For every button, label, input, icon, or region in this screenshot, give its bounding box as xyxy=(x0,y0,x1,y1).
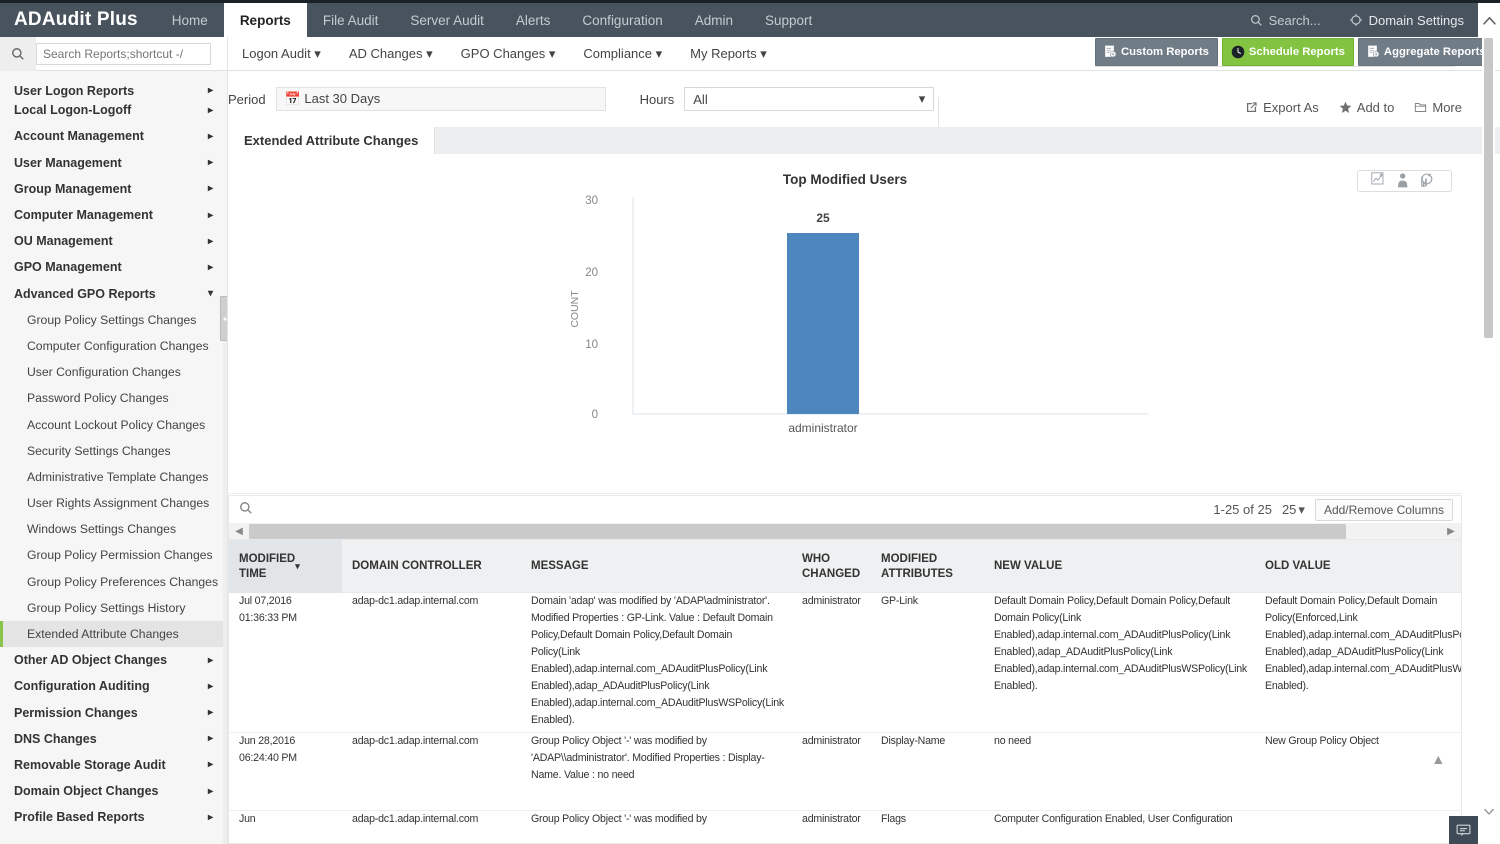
svg-text:25: 25 xyxy=(816,211,830,225)
svg-text:COUNT: COUNT xyxy=(569,290,581,328)
svg-text:administrator: administrator xyxy=(788,421,857,435)
svg-text:20: 20 xyxy=(585,267,598,279)
svg-text:0: 0 xyxy=(592,409,598,421)
svg-text:10: 10 xyxy=(585,339,598,351)
svg-text:30: 30 xyxy=(585,195,598,207)
